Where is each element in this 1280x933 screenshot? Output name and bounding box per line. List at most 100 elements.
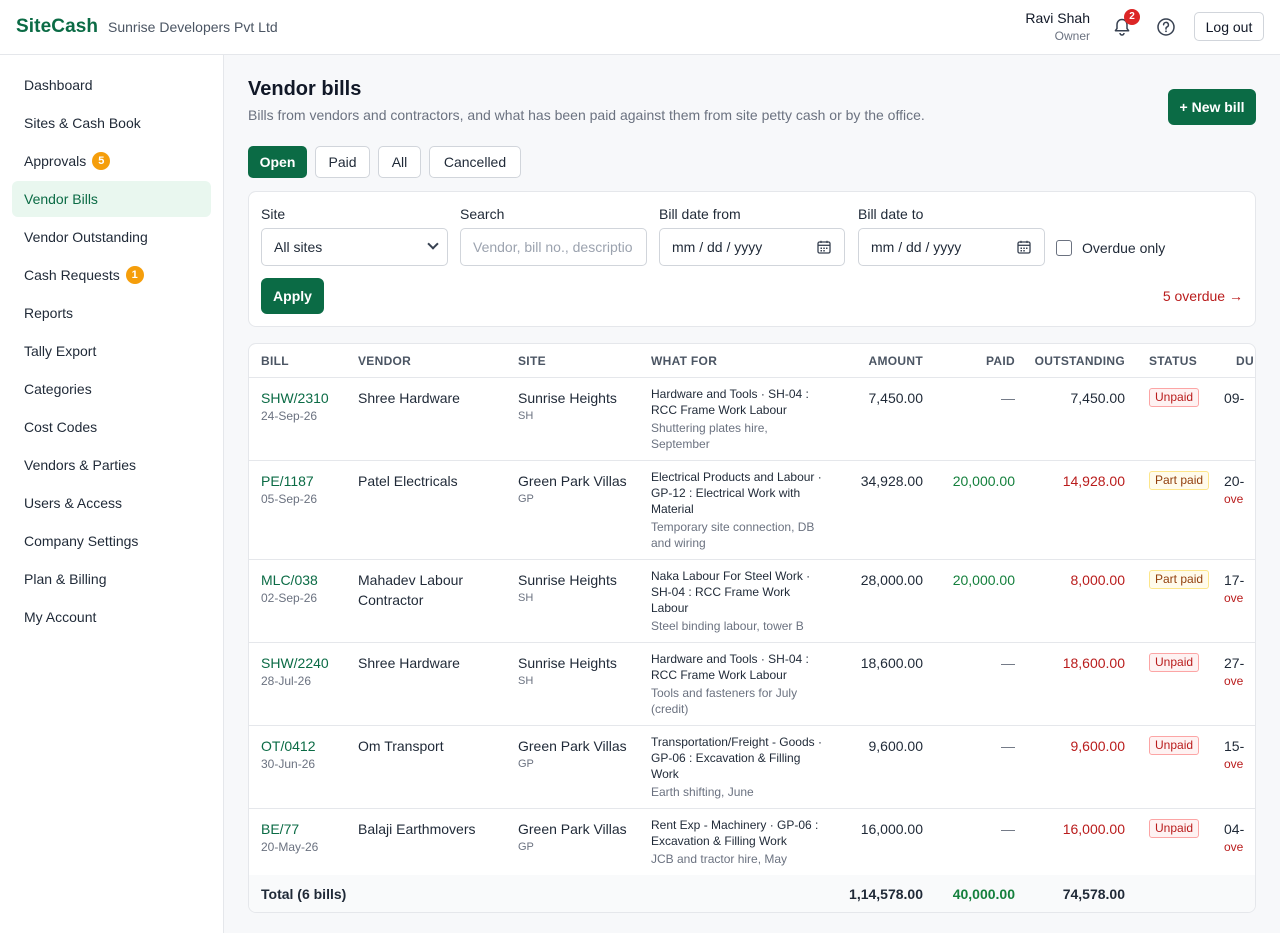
bill-cell: SHW/2240 28-Jul-26 bbox=[261, 653, 329, 689]
bill-number-link[interactable]: PE/1187 bbox=[261, 473, 314, 489]
logout-button[interactable]: Log out bbox=[1194, 12, 1264, 41]
outstanding-value: 18,600.00 bbox=[1062, 655, 1125, 671]
tab-open[interactable]: Open bbox=[248, 146, 307, 178]
bill-number-link[interactable]: BE/77 bbox=[261, 821, 300, 837]
sidebar-item-label: Categories bbox=[24, 381, 92, 397]
site-cell: Sunrise Heights SH bbox=[518, 653, 617, 689]
total-outstanding: 74,578.00 bbox=[1062, 886, 1125, 902]
search-label: Search bbox=[460, 206, 505, 222]
calendar-icon[interactable] bbox=[817, 240, 831, 254]
sidebar-item-vendor-outstanding[interactable]: Vendor Outstanding bbox=[12, 219, 211, 255]
site-cell: Sunrise Heights SH bbox=[518, 570, 617, 606]
table-row[interactable]: OT/0412 30-Jun-26 Om Transport Green Par… bbox=[249, 726, 1255, 809]
sidebar-item-label: My Account bbox=[24, 609, 97, 625]
table-row[interactable]: SHW/2310 24-Sep-26 Shree Hardware Sunris… bbox=[249, 378, 1255, 461]
tab-paid[interactable]: Paid bbox=[315, 146, 370, 178]
table-row[interactable]: MLC/038 02-Sep-26 Mahadev Labour Contrac… bbox=[249, 560, 1255, 643]
column-header-amount[interactable]: AMOUNT bbox=[868, 354, 923, 368]
search-placeholder: Vendor, bill no., descriptio bbox=[473, 239, 633, 255]
sidebar-item-label: Approvals bbox=[24, 153, 87, 169]
cash-requests-count-badge: 1 bbox=[125, 266, 144, 284]
due-date-value: 17- bbox=[1224, 572, 1245, 588]
sidebar-item-users-access[interactable]: Users & Access bbox=[12, 485, 211, 521]
table-row[interactable]: PE/1187 05-Sep-26 Patel Electricals Gree… bbox=[249, 461, 1255, 560]
site-name: Green Park Villas bbox=[518, 473, 627, 489]
amount-value: 34,928.00 bbox=[860, 473, 923, 489]
amount-value: 9,600.00 bbox=[868, 738, 924, 754]
bill-date-from-input[interactable]: mm / dd / yyyy bbox=[659, 228, 845, 266]
bill-number-link[interactable]: MLC/038 bbox=[261, 572, 318, 588]
tab-all[interactable]: All bbox=[378, 146, 421, 178]
site-name: Sunrise Heights bbox=[518, 572, 617, 588]
column-header-paid[interactable]: PAID bbox=[986, 354, 1015, 368]
column-header-outstanding[interactable]: OUTSTANDING bbox=[1034, 354, 1125, 368]
overdue-link[interactable]: 5 overdue → bbox=[1162, 288, 1243, 304]
site-select[interactable]: All sites bbox=[261, 228, 448, 266]
sidebar-item-company-settings[interactable]: Company Settings bbox=[12, 523, 211, 559]
due-date-value: 20- bbox=[1224, 473, 1245, 489]
bill-cell: MLC/038 02-Sep-26 bbox=[261, 570, 318, 606]
overdue-only-label[interactable]: Overdue only bbox=[1082, 240, 1166, 256]
help-icon[interactable] bbox=[1156, 17, 1176, 37]
bill-date: 28-Jul-26 bbox=[261, 674, 312, 688]
bill-number-link[interactable]: OT/0412 bbox=[261, 738, 316, 754]
sidebar-item-reports[interactable]: Reports bbox=[12, 295, 211, 331]
amount-value: 28,000.00 bbox=[860, 572, 923, 588]
what-for-description: JCB and tractor hire, May bbox=[651, 852, 788, 866]
what-for-description: Shuttering plates hire, September bbox=[651, 421, 768, 451]
total-amount: 1,14,578.00 bbox=[849, 886, 923, 902]
due-date-value: 04- bbox=[1224, 821, 1245, 837]
site-filter-label: Site bbox=[261, 206, 286, 222]
sidebar-item-dashboard[interactable]: Dashboard bbox=[12, 67, 211, 103]
overdue-note: ove bbox=[1224, 840, 1244, 854]
bill-date-from-value: mm / dd / yyyy bbox=[672, 239, 763, 255]
status-badge: Unpaid bbox=[1149, 819, 1200, 838]
sidebar-item-plan-billing[interactable]: Plan & Billing bbox=[12, 561, 211, 597]
approvals-count-badge: 5 bbox=[92, 152, 111, 170]
sidebar-item-vendor-bills[interactable]: Vendor Bills bbox=[12, 181, 211, 217]
vendor-name: Patel Electricals bbox=[358, 473, 458, 489]
sidebar-item-categories[interactable]: Categories bbox=[12, 371, 211, 407]
sidebar-item-tally-export[interactable]: Tally Export bbox=[12, 333, 211, 369]
sidebar-item-cost-codes[interactable]: Cost Codes bbox=[12, 409, 211, 445]
column-header-what-for[interactable]: WHAT FOR bbox=[651, 354, 718, 368]
overdue-note: ove bbox=[1224, 492, 1244, 506]
sidebar-item-approvals[interactable]: Approvals 5 bbox=[12, 143, 211, 179]
column-header-status[interactable]: STATUS bbox=[1149, 354, 1198, 368]
paid-value: — bbox=[1001, 738, 1015, 754]
sidebar-item-my-account[interactable]: My Account bbox=[12, 599, 211, 635]
total-paid: 40,000.00 bbox=[952, 886, 1015, 902]
table-row[interactable]: BE/77 20-May-26 Balaji Earthmovers Green… bbox=[249, 809, 1255, 875]
column-header-vendor[interactable]: VENDOR bbox=[358, 354, 412, 368]
column-header-due[interactable]: DU bbox=[1236, 354, 1254, 368]
user-info[interactable]: Ravi Shah Owner bbox=[1025, 10, 1090, 43]
amount-value: 18,600.00 bbox=[860, 655, 923, 671]
sidebar-item-vendors-parties[interactable]: Vendors & Parties bbox=[12, 447, 211, 483]
sidebar-item-label: Users & Access bbox=[24, 495, 123, 511]
sidebar-item-label: Cash Requests bbox=[24, 267, 120, 283]
new-bill-button[interactable]: + New bill bbox=[1168, 89, 1256, 125]
column-header-site[interactable]: SITE bbox=[518, 354, 546, 368]
what-for-category: Electrical Products and Labour · GP-12 :… bbox=[651, 470, 822, 516]
bill-number-link[interactable]: SHW/2240 bbox=[261, 655, 329, 671]
bill-number-link[interactable]: SHW/2310 bbox=[261, 390, 329, 406]
due-date: 09- bbox=[1224, 388, 1244, 408]
what-for-category: Naka Labour For Steel Work · SH-04 : RCC… bbox=[651, 569, 811, 615]
sidebar-item-cash-requests[interactable]: Cash Requests 1 bbox=[12, 257, 211, 293]
apply-button[interactable]: Apply bbox=[261, 278, 324, 314]
user-role: Owner bbox=[1054, 29, 1090, 43]
bill-date-to-input[interactable]: mm / dd / yyyy bbox=[858, 228, 1045, 266]
sidebar-item-sites-cash-book[interactable]: Sites & Cash Book bbox=[12, 105, 211, 141]
overdue-only-checkbox[interactable] bbox=[1056, 240, 1072, 256]
calendar-icon[interactable] bbox=[1017, 240, 1031, 254]
site-code: SH bbox=[518, 592, 534, 604]
tab-cancelled[interactable]: Cancelled bbox=[429, 146, 521, 178]
search-input[interactable]: Vendor, bill no., descriptio bbox=[460, 228, 647, 266]
outstanding-value: 14,928.00 bbox=[1062, 473, 1125, 489]
what-for-category: Rent Exp - Machinery · GP-06 : Excavatio… bbox=[651, 818, 819, 848]
due-date-value: 09- bbox=[1224, 390, 1245, 406]
column-header-bill[interactable]: BILL bbox=[261, 354, 289, 368]
brand-logo[interactable]: SiteCash bbox=[16, 16, 99, 37]
status-badge: Unpaid bbox=[1149, 388, 1200, 407]
table-row[interactable]: SHW/2240 28-Jul-26 Shree Hardware Sunris… bbox=[249, 643, 1255, 726]
